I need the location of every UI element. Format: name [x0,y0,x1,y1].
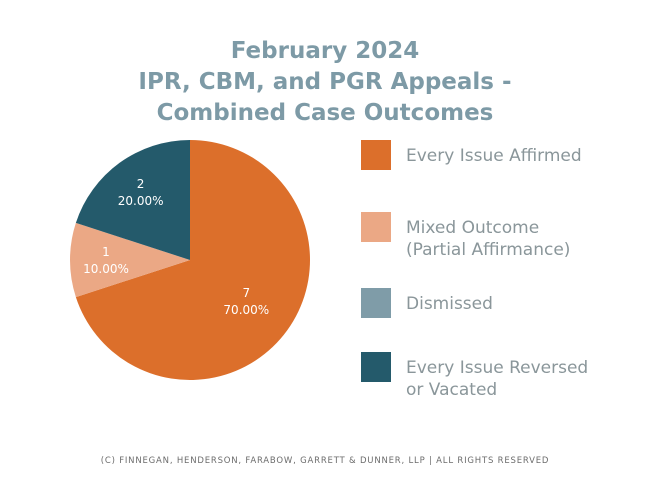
slice-count-label: 7 [242,286,250,300]
legend-label: Mixed Outcome (Partial Affirmance) [406,218,571,260]
slice-percent-label: 10.00% [83,262,129,276]
legend-swatch [361,212,391,242]
chart-title-line-3: Combined Case Outcomes [156,100,494,126]
legend-label: Dismissed [406,294,493,314]
chart-title: February 2024 IPR, CBM, and PGR Appeals … [0,36,650,129]
slice-percent-label: 20.00% [118,194,164,208]
chart-title-line-2: IPR, CBM, and PGR Appeals - [138,69,512,95]
pie-slice-every-issue-reversed-or-vacated [75,140,190,260]
copyright-footer: (C) FINNEGAN, HENDERSON, FARABOW, GARRET… [100,456,550,466]
legend-label: Every Issue Affirmed [406,146,582,166]
pie-slice-mixed-outcome-partial-affirmance [69,222,190,298]
legend-swatch [361,352,391,382]
pie-chart: 7 70.00% 1 10.00% 2 20.00% [69,140,310,380]
legend-swatch [361,288,391,318]
slice-count-label: 1 [102,245,110,259]
legend-label: Every Issue Reversed or Vacated [406,358,589,400]
pie-slice-every-issue-affirmed [75,140,310,380]
legend-swatch [361,140,391,170]
slice-count-label: 2 [137,177,145,191]
chart-title-line-1: February 2024 [230,38,420,64]
slice-percent-label: 70.00% [223,303,269,317]
